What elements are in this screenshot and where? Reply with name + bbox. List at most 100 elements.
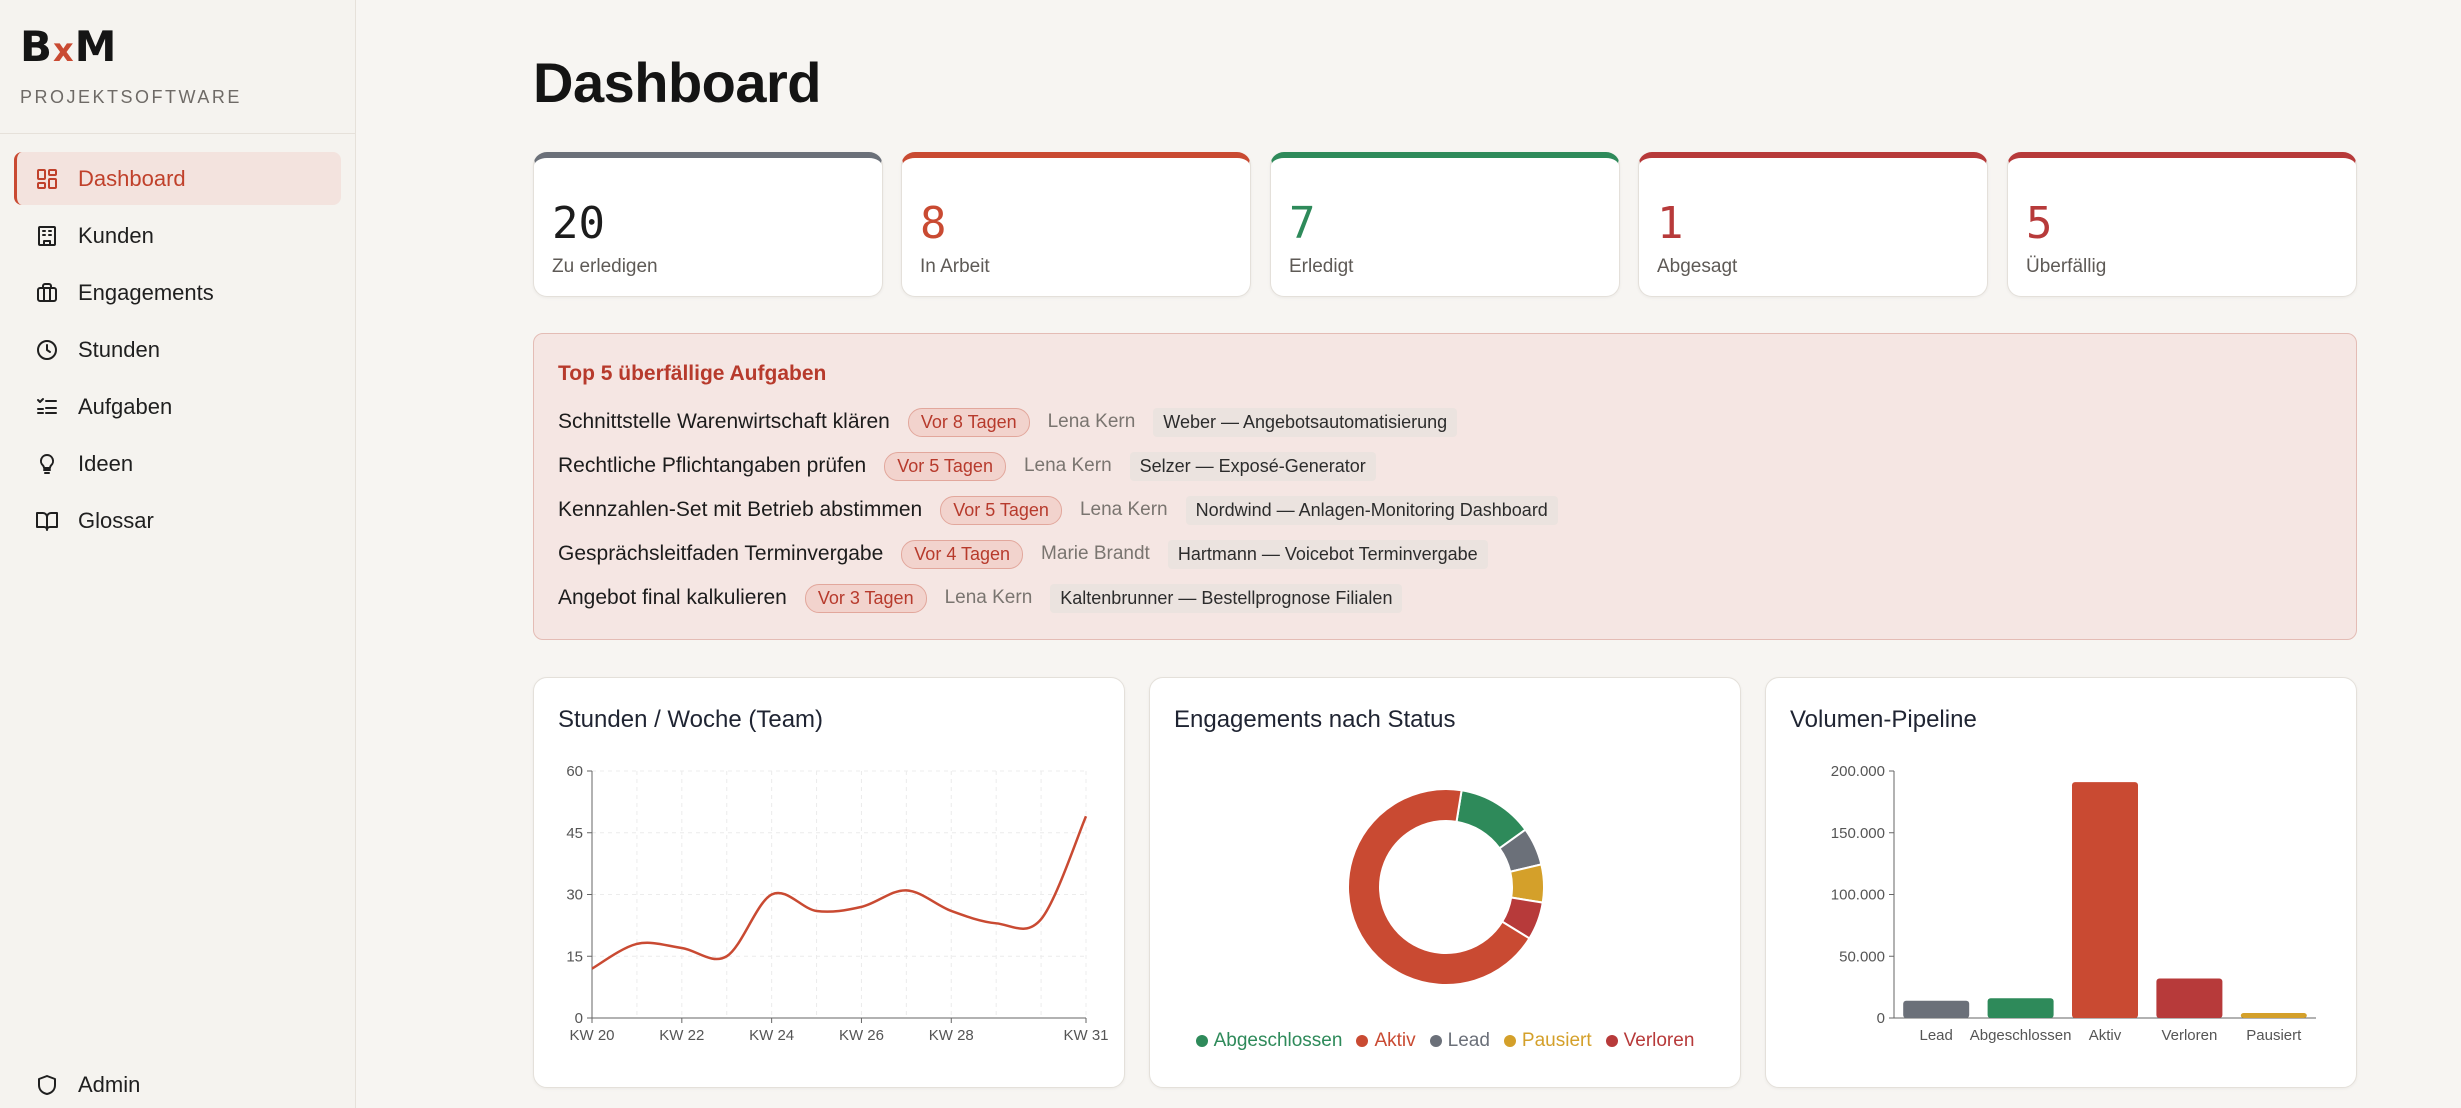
logo[interactable]: BxM (20, 24, 355, 73)
y-tick-label: 150.000 (1831, 825, 1885, 842)
stat-card-ueberfaellig[interactable]: 5 Überfällig (2007, 152, 2357, 297)
task-title[interactable]: Kennzahlen-Set mit Betrieb abstimmen (558, 498, 923, 521)
legend-label: Pausiert (1521, 1030, 1592, 1051)
chart-title: Volumen-Pipeline (1790, 706, 1977, 733)
dashboard-icon (34, 166, 60, 192)
sidebar-item-aufgaben[interactable]: Aufgaben (14, 380, 341, 433)
assignee: Marie Brandt (1041, 543, 1150, 564)
stat-label: In Arbeit (920, 256, 990, 277)
briefcase-icon (34, 280, 60, 306)
x-tick-label: Abgeschlossen (1970, 1027, 2072, 1044)
hours-series-line (591, 815, 1088, 970)
y-tick-label: 30 (566, 887, 583, 904)
pipeline-chart-card: Volumen-Pipeline 0 50.000 100.000 150.000 20… (1765, 677, 2357, 1088)
x-tick-label: Lead (1920, 1027, 1953, 1044)
project-tag[interactable]: Nordwind — Anlagen-Monitoring Dashboard (1185, 495, 1558, 525)
hours-chart-card: Stunden / Woche (Team) 0 15 30 45 60 KW 20 KW … (533, 677, 1125, 1088)
stat-label: Abgesagt (1657, 256, 1738, 277)
checklist-icon (34, 394, 60, 420)
overdue-badge: Vor 8 Tagen (907, 407, 1030, 437)
book-icon (34, 508, 60, 534)
hours-line-chart: 0 15 30 45 60 KW 20 KW 22 KW 24 KW 26 KW 28 KW 31 (566, 763, 1108, 1044)
status-chart-card: Engagements nach Status Abgeschlossen Akt… (1149, 677, 1741, 1088)
stat-value: 20 (552, 198, 605, 249)
overdue-row[interactable]: Rechtliche Pflichtangaben prüfen Vor 5 T… (558, 444, 2356, 488)
bar-pausiert (2240, 1013, 2307, 1018)
stat-label: Erledigt (1289, 256, 1354, 277)
legend-item-pausiert[interactable]: Pausiert (1503, 1030, 1592, 1052)
chart-title: Stunden / Woche (Team) (558, 706, 824, 733)
sidebar-item-ideen[interactable]: Ideen (14, 437, 341, 490)
y-tick-label: 100.000 (1831, 887, 1885, 904)
assignee: Lena Kern (1047, 411, 1136, 432)
stat-value: 8 (920, 198, 947, 249)
x-tick-label: KW 31 (1063, 1027, 1108, 1044)
legend-item-abgeschlossen[interactable]: Abgeschlossen (1195, 1030, 1343, 1052)
legend-dot (1195, 1035, 1208, 1047)
sidebar-item-label: Glossar (78, 507, 154, 533)
legend-label: Abgeschlossen (1213, 1030, 1343, 1051)
project-tag[interactable]: Hartmann — Voicebot Terminvergabe (1167, 539, 1488, 569)
stat-card-erledigt[interactable]: 7 Erledigt (1270, 152, 1620, 297)
project-tag[interactable]: Selzer — Exposé-Generator (1129, 451, 1376, 481)
y-tick-label: 0 (575, 1010, 583, 1027)
legend-label: Verloren (1623, 1030, 1695, 1051)
stat-label: Überfällig (2026, 256, 2107, 277)
project-tag[interactable]: Kaltenbrunner — Bestellprognose Filialen (1050, 583, 1403, 613)
x-tick-label: Aktiv (2089, 1027, 2122, 1044)
sidebar: BxM PROJEKTSOFTWARE Dashboard Kunden Eng… (0, 0, 356, 1108)
sidebar-item-label: Kunden (78, 222, 154, 248)
legend-label: Aktiv (1374, 1030, 1416, 1051)
stat-card-zu-erledigen[interactable]: 20 Zu erledigen (533, 152, 883, 297)
overdue-row[interactable]: Schnittstelle Warenwirtschaft klären Vor… (558, 400, 2356, 444)
task-title[interactable]: Angebot final kalkulieren (558, 586, 787, 609)
sidebar-item-stunden[interactable]: Stunden (14, 323, 341, 376)
bar-verloren (2156, 978, 2223, 1018)
page-title: Dashboard (533, 51, 822, 114)
stat-card-abgesagt[interactable]: 1 Abgesagt (1638, 152, 1988, 297)
assignee: Lena Kern (1023, 455, 1112, 476)
legend-dot (1429, 1035, 1442, 1047)
y-tick-label: 200.000 (1831, 763, 1885, 780)
status-donut-chart (1347, 788, 1545, 986)
sidebar-item-admin[interactable]: Admin (14, 1058, 140, 1108)
donut-slice-pausiert (1509, 863, 1545, 904)
task-title[interactable]: Gesprächsleitfaden Terminvergabe (558, 542, 884, 565)
sidebar-item-dashboard[interactable]: Dashboard (14, 152, 341, 205)
legend-dot (1605, 1035, 1618, 1047)
stat-value: 5 (2026, 198, 2053, 249)
legend-item-aktiv[interactable]: Aktiv (1356, 1030, 1416, 1052)
logo-block: BxM PROJEKTSOFTWARE (0, 0, 355, 134)
sidebar-item-glossar[interactable]: Glossar (14, 494, 341, 547)
overdue-badge: Vor 3 Tagen (804, 583, 927, 613)
legend-item-verloren[interactable]: Verloren (1605, 1030, 1695, 1052)
overdue-row[interactable]: Angebot final kalkulieren Vor 3 Tagen Le… (558, 576, 2356, 620)
sidebar-item-engagements[interactable]: Engagements (14, 266, 341, 319)
assignee: Lena Kern (944, 587, 1033, 608)
lightbulb-icon (34, 451, 60, 477)
legend-dot (1503, 1035, 1516, 1047)
stat-card-in-arbeit[interactable]: 8 In Arbeit (901, 152, 1251, 297)
overdue-tasks-panel: Top 5 überfällige Aufgaben Schnittstelle… (533, 333, 2357, 640)
sidebar-nav: Dashboard Kunden Engagements Stunden Auf… (0, 134, 355, 547)
sidebar-item-kunden[interactable]: Kunden (14, 209, 341, 262)
sidebar-item-label: Engagements (78, 279, 214, 305)
sidebar-item-label: Stunden (78, 336, 160, 362)
overdue-badge: Vor 5 Tagen (940, 495, 1062, 525)
x-tick-label: KW 20 (569, 1027, 614, 1044)
overdue-badge: Vor 5 Tagen (884, 451, 1006, 481)
donut-slice-aktiv (1347, 788, 1531, 986)
stat-value: 1 (1657, 198, 1684, 249)
legend-item-lead[interactable]: Lead (1429, 1030, 1490, 1052)
overdue-row[interactable]: Gesprächsleitfaden Terminvergabe Vor 4 T… (558, 532, 2356, 576)
task-title[interactable]: Rechtliche Pflichtangaben prüfen (558, 454, 867, 477)
task-title[interactable]: Schnittstelle Warenwirtschaft klären (558, 410, 890, 433)
overdue-row[interactable]: Kennzahlen-Set mit Betrieb abstimmen Vor… (558, 488, 2356, 532)
overdue-badge: Vor 4 Tagen (901, 539, 1024, 569)
project-tag[interactable]: Weber — Angebotsautomatisierung (1153, 407, 1458, 437)
sidebar-item-label: Admin (78, 1071, 141, 1097)
logo-b: B (20, 22, 54, 71)
logo-subtitle: PROJEKTSOFTWARE (20, 87, 242, 107)
overdue-title: Top 5 überfällige Aufgaben (558, 362, 827, 385)
sidebar-item-label: Dashboard (78, 165, 186, 191)
